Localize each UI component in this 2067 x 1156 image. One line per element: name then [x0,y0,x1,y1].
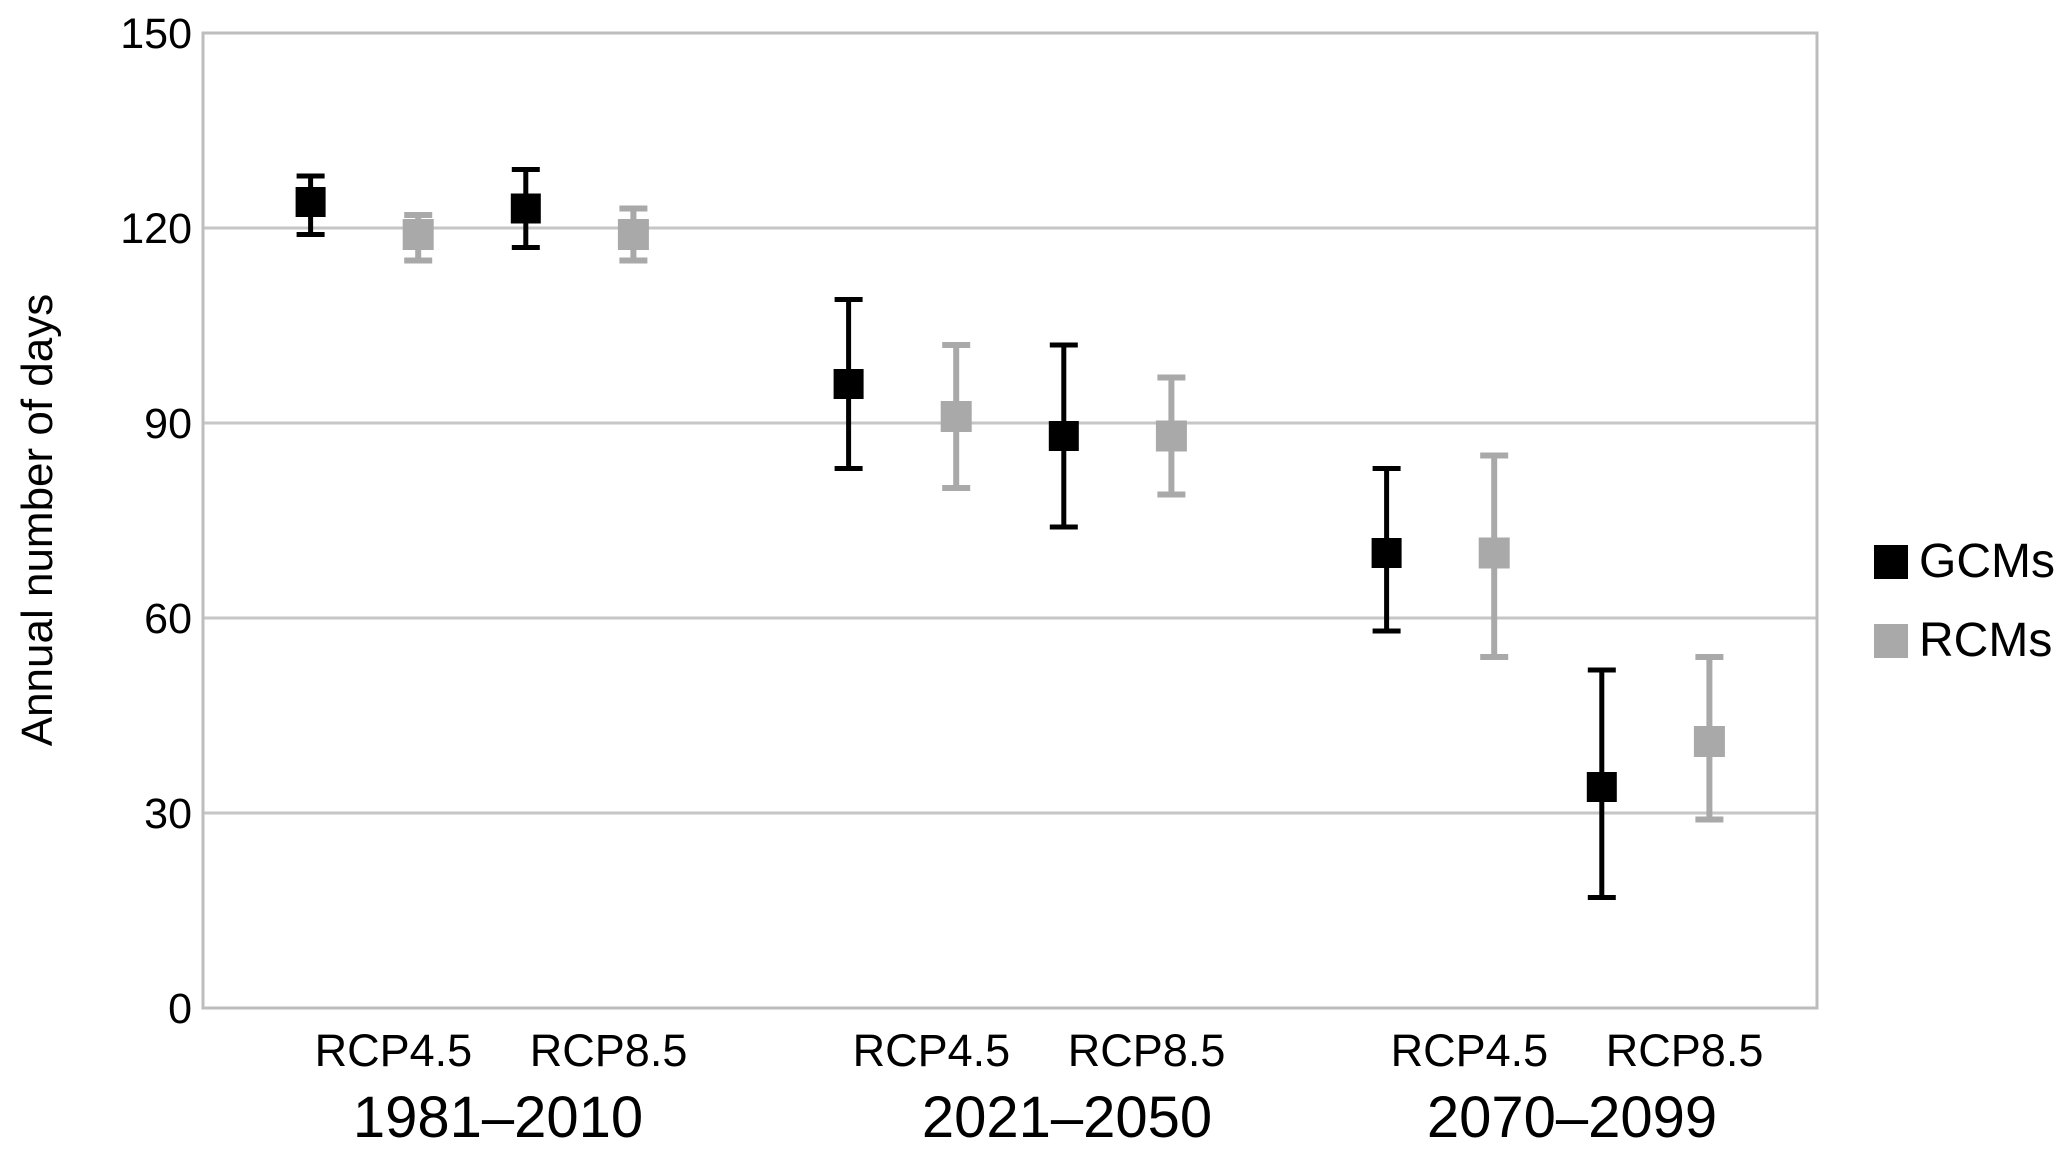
marker-GCMs-3 [1048,421,1079,451]
plot-frame [201,31,1819,1010]
x-tick-label-1-0: RCP4.5 [853,1025,1011,1076]
marker-RCMs-5 [1693,726,1725,757]
y-tick-label-150: 150 [120,10,192,58]
marker-RCMs-4 [1478,537,1510,569]
legend-item-rcms: RCMs [1874,617,2055,665]
x-group-label-2: 2070–2099 [1427,1085,1717,1150]
marker-RCMs-3 [1155,420,1187,452]
y-tick-label-60: 60 [144,595,192,643]
marker-GCMs-5 [1586,772,1617,802]
x-tick-label-1-1: RCP8.5 [1068,1025,1226,1076]
x-tick-label-2-0: RCP4.5 [1391,1025,1549,1076]
x-tick-label-2-1: RCP8.5 [1606,1025,1764,1076]
gcm-swatch-icon [1874,545,1908,579]
y-tick-label-30: 30 [144,790,192,838]
x-group-label-0: 1981–2010 [353,1085,643,1150]
marker-GCMs-4 [1371,538,1402,568]
rcm-swatch-icon [1874,624,1908,658]
legend-item-gcms: GCMs [1874,538,2055,586]
x-tick-label-0-1: RCP8.5 [530,1025,688,1076]
x-tick-label-0-0: RCP4.5 [315,1025,473,1076]
legend-label-gcms: GCMs [1919,535,2055,588]
y-tick-label-0: 0 [168,985,192,1033]
marker-GCMs-1 [510,193,541,224]
x-group-label-1: 2021–2050 [922,1085,1212,1150]
marker-RCMs-0 [402,219,434,250]
y-axis-title: Annual number of days [13,293,62,747]
legend-label-rcms: RCMs [1919,614,2053,667]
marker-RCMs-2 [940,401,972,432]
marker-RCMs-1 [617,219,649,250]
legend: GCMs RCMs [1874,538,2055,665]
y-tick-label-120: 120 [120,205,192,253]
y-tick-label-90: 90 [144,400,192,448]
marker-GCMs-2 [833,369,864,399]
marker-GCMs-0 [295,187,326,217]
